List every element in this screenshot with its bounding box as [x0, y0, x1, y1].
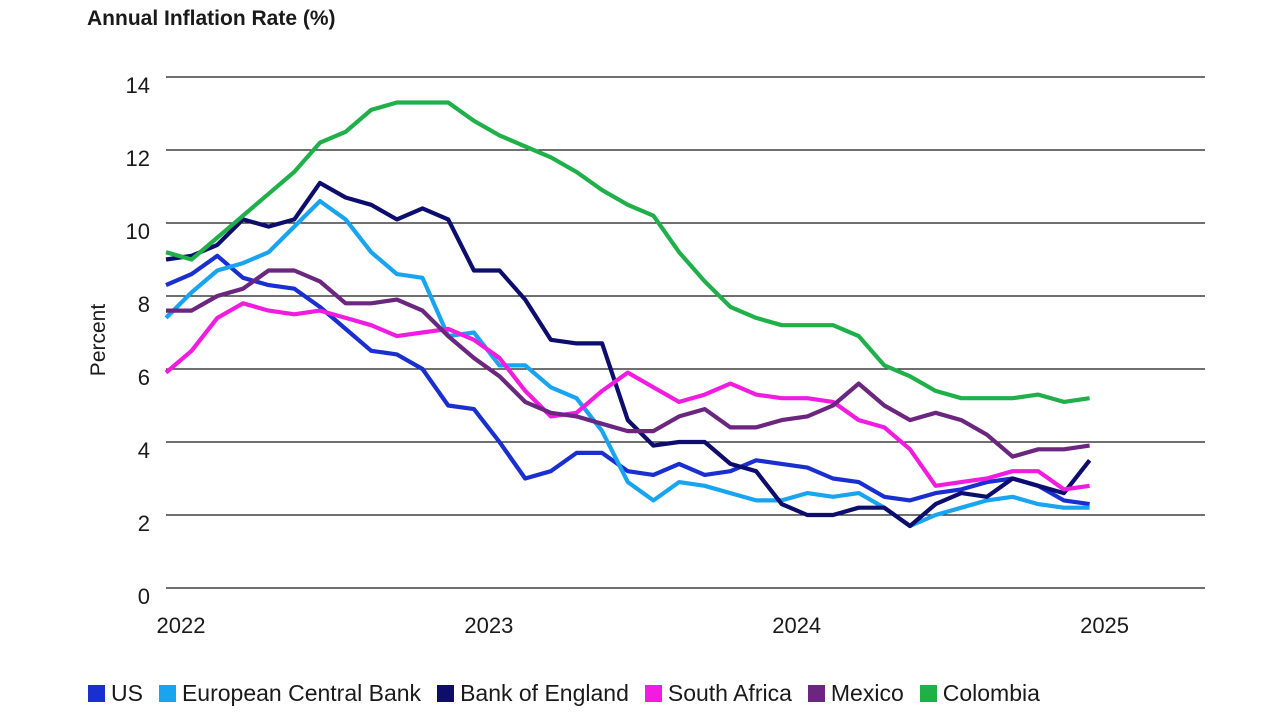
legend-label: European Central Bank	[181, 680, 422, 706]
series-layer	[164, 100, 1092, 529]
series-line-us	[165, 253, 1090, 507]
y-tick-labels: 0 2 4 6 8 10 12 14	[126, 73, 150, 609]
legend-swatch	[807, 685, 825, 702]
y-tick-label: 0	[138, 584, 150, 609]
legend-item-us: US	[88, 680, 143, 707]
legend-swatch	[644, 685, 662, 702]
y-tick-label: 8	[138, 292, 150, 317]
y-tick-label: 12	[126, 146, 150, 171]
chart-title: Annual Inflation Rate (%)	[87, 7, 336, 30]
y-axis-title: Percent	[87, 304, 110, 377]
x-tick-label: 2022	[157, 613, 206, 638]
legend-item-mexico: Mexico	[807, 680, 904, 707]
legend-item-south-africa: South Africa	[644, 680, 792, 707]
legend-label: Bank of England	[460, 680, 629, 706]
legend-item-european-central-bank: European Central Bank	[158, 680, 422, 707]
legend-label: South Africa	[667, 680, 792, 706]
legend-swatch	[158, 685, 176, 702]
series-line-mexico	[166, 268, 1090, 459]
series-line-colombia	[165, 100, 1090, 404]
y-tick-label: 14	[126, 73, 150, 98]
legend-item-colombia: Colombia	[919, 680, 1040, 707]
legend: US European Central Bank Bank of England So…	[88, 680, 1056, 707]
x-tick-labels: 2022 2023 2024 2025	[157, 613, 1130, 638]
y-tick-label: 6	[138, 365, 150, 390]
y-tick-label: 4	[138, 438, 150, 463]
series-line-bank-of-england	[165, 180, 1092, 529]
legend-label: US	[111, 680, 143, 706]
series-line-european-central-bank	[164, 199, 1090, 529]
grid-layer	[166, 76, 1205, 589]
line-chart: 0 2 4 6 8 10 12 14 2022 2023 2024 2025 Percent	[87, 73, 1205, 638]
legend-label: Colombia	[942, 680, 1040, 706]
legend-swatch	[88, 685, 105, 702]
x-tick-label: 2023	[464, 613, 513, 638]
y-tick-label: 10	[126, 219, 150, 244]
legend-swatch	[919, 685, 937, 702]
legend-swatch	[437, 685, 455, 702]
legend-label: Mexico	[830, 680, 904, 706]
y-tick-label: 2	[138, 511, 150, 536]
x-tick-label: 2025	[1080, 613, 1129, 638]
legend-item-bank-of-england: Bank of England	[437, 680, 629, 707]
x-tick-label: 2024	[772, 613, 821, 638]
series-line-south-africa	[164, 301, 1090, 492]
